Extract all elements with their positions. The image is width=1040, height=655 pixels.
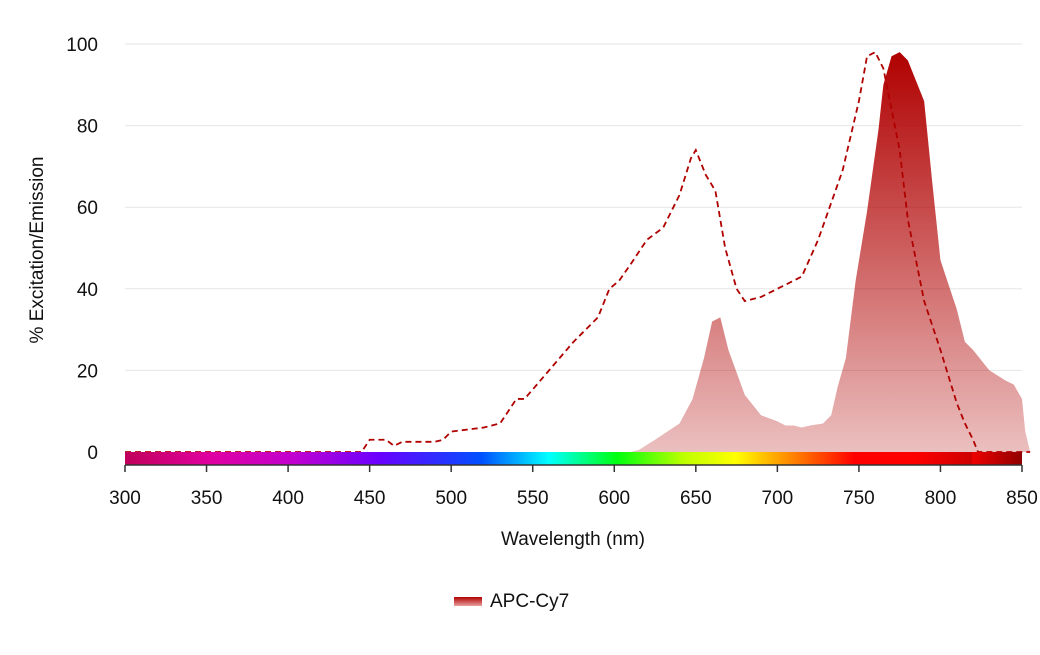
x-tick-label: 800 bbox=[925, 488, 957, 509]
x-tick-label: 700 bbox=[762, 488, 794, 509]
y-tick-label: 0 bbox=[87, 443, 98, 464]
emission-area bbox=[630, 52, 1031, 452]
y-tick-label: 20 bbox=[77, 361, 98, 382]
y-tick-label: 80 bbox=[77, 117, 98, 138]
x-tick-label: 350 bbox=[191, 488, 223, 509]
x-tick-label: 400 bbox=[272, 488, 304, 509]
visible-spectrum-bar bbox=[125, 452, 1022, 465]
x-tick-label: 600 bbox=[598, 488, 630, 509]
x-axis-label: Wavelength (nm) bbox=[501, 529, 645, 550]
y-axis-label: % Excitation/Emission bbox=[27, 157, 48, 344]
x-tick-label: 550 bbox=[517, 488, 549, 509]
x-tick-label: 500 bbox=[435, 488, 467, 509]
legend[interactable]: APC-Cy7 bbox=[454, 591, 569, 612]
spectrum-infrared bbox=[972, 452, 1022, 465]
x-tick-label: 650 bbox=[680, 488, 712, 509]
x-axis: 300 350 400 450 500 550 600 650 700 750 800 850 bbox=[109, 464, 1038, 509]
legend-swatch bbox=[454, 597, 482, 606]
y-axis: 0 20 40 60 80 100 bbox=[66, 35, 98, 464]
y-tick-label: 60 bbox=[77, 198, 98, 219]
x-tick-label: 450 bbox=[354, 488, 386, 509]
x-tick-label: 300 bbox=[109, 488, 141, 509]
plot-area bbox=[125, 50, 1031, 453]
spectrum-visible bbox=[125, 452, 974, 465]
legend-label[interactable]: APC-Cy7 bbox=[490, 591, 569, 612]
x-tick-label: 850 bbox=[1006, 488, 1038, 509]
excitation-line bbox=[125, 50, 1031, 453]
x-tick-label: 750 bbox=[843, 488, 875, 509]
y-tick-label: 40 bbox=[77, 280, 98, 301]
y-tick-label: 100 bbox=[66, 35, 98, 56]
